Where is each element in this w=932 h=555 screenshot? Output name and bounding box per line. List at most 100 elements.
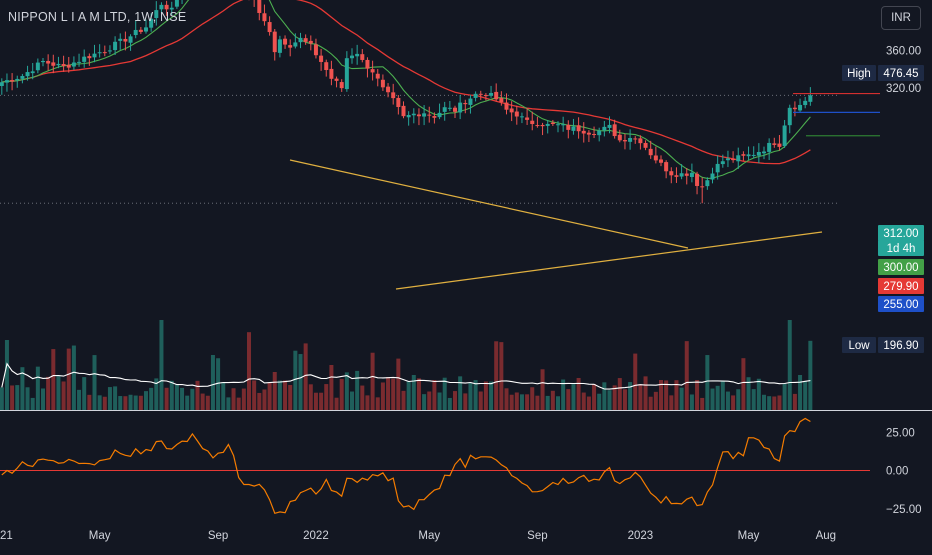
volume-bar (30, 397, 35, 410)
candle-body (700, 186, 705, 188)
volume-bar (720, 381, 725, 410)
volume-bar (803, 381, 808, 410)
candle-body (597, 130, 602, 136)
candle-body (329, 68, 334, 79)
candle-body (561, 124, 566, 126)
candle-body (695, 173, 700, 186)
candle-body (4, 80, 9, 83)
candle-body (792, 107, 797, 110)
price-tag-255-value: 255.00 (883, 299, 918, 311)
time-axis-tick-label: Aug (816, 530, 836, 542)
candle-body (262, 13, 267, 22)
price-levels-layer (793, 92, 880, 137)
candle-body (319, 55, 324, 62)
volume-bar (231, 388, 236, 410)
candle-body (535, 125, 540, 127)
candle-body (556, 124, 560, 126)
volume-bar (622, 389, 627, 410)
candle-body (66, 64, 71, 68)
candle-body (782, 125, 787, 146)
volume-bar (782, 383, 787, 410)
candle-body (808, 95, 813, 102)
volume-bar (746, 377, 751, 410)
candle-body (669, 171, 674, 176)
candle-body (339, 82, 344, 89)
volume-bar (56, 376, 61, 410)
candle-body (689, 172, 694, 177)
time-axis-tick-label: 2021 (0, 530, 13, 542)
candle-body (803, 100, 808, 106)
volume-bar (442, 377, 447, 410)
volume-bar (530, 387, 535, 410)
candle-body (35, 62, 40, 71)
volume-bar (149, 387, 154, 410)
candle-body (504, 102, 509, 110)
volume-bar (221, 382, 226, 410)
currency-button[interactable]: INR (881, 6, 921, 30)
candle-body (494, 91, 499, 100)
volume-bar (581, 392, 586, 410)
fast-moving-average-line (1, 0, 811, 179)
volume-bar (216, 358, 221, 410)
volume-bar (247, 332, 251, 410)
candle-body (30, 71, 35, 74)
volume-bar (406, 381, 411, 410)
candle-body (581, 130, 586, 134)
candle-body (659, 159, 663, 163)
candle-body (71, 62, 76, 67)
low-price-tag-value: 196.90 (883, 340, 918, 352)
candle-body (509, 108, 514, 113)
volume-bar (612, 385, 617, 410)
volume-bar (303, 343, 308, 410)
volume-bar (41, 388, 45, 410)
oscillator-line (1, 417, 811, 515)
slow-moving-average-line (1, 0, 811, 165)
candle-body (41, 60, 45, 63)
volume-bar (71, 345, 76, 410)
candle-body (617, 134, 622, 141)
volume-bar (504, 388, 509, 410)
volume-bar (267, 382, 272, 410)
candle-body (519, 116, 524, 118)
volume-bar (669, 395, 674, 410)
volume-bar (334, 397, 339, 410)
ascending-trendline (395, 231, 823, 290)
volume-bar (205, 395, 210, 410)
volume-bar (391, 378, 396, 410)
volume-bar (731, 395, 736, 410)
candle-body (772, 143, 777, 145)
candle-body (293, 42, 298, 47)
volume-bar (200, 393, 205, 410)
grid-layer (0, 94, 840, 204)
candle-body (92, 53, 97, 58)
candle-body (458, 102, 463, 113)
candle-body (277, 39, 282, 53)
volume-bar (298, 354, 303, 410)
volume-bar (190, 388, 195, 410)
volume-bar (427, 391, 432, 410)
volume-bar (308, 384, 313, 410)
candle-body (437, 112, 442, 118)
volume-bar (509, 394, 514, 410)
candle-body (411, 113, 416, 116)
low-price-tag-label-bg (842, 337, 876, 353)
candle-body (128, 36, 133, 43)
volume-ma-layer (1, 362, 811, 390)
volume-bar (561, 379, 566, 410)
candle-body (313, 44, 318, 56)
price-tag-279: 279.90 (878, 278, 924, 294)
volume-bar (396, 358, 401, 410)
volume-bar (102, 396, 107, 410)
volume-bar (324, 384, 329, 410)
volume-bar (293, 350, 298, 410)
volume-bar (355, 370, 360, 410)
time-axis-tick-label: May (89, 530, 111, 542)
volume-bar (679, 387, 684, 410)
candle-body (715, 163, 720, 173)
candle-body (82, 56, 87, 62)
volume-bar (463, 393, 468, 410)
candle-body (144, 27, 148, 32)
volume-bar (401, 390, 406, 410)
